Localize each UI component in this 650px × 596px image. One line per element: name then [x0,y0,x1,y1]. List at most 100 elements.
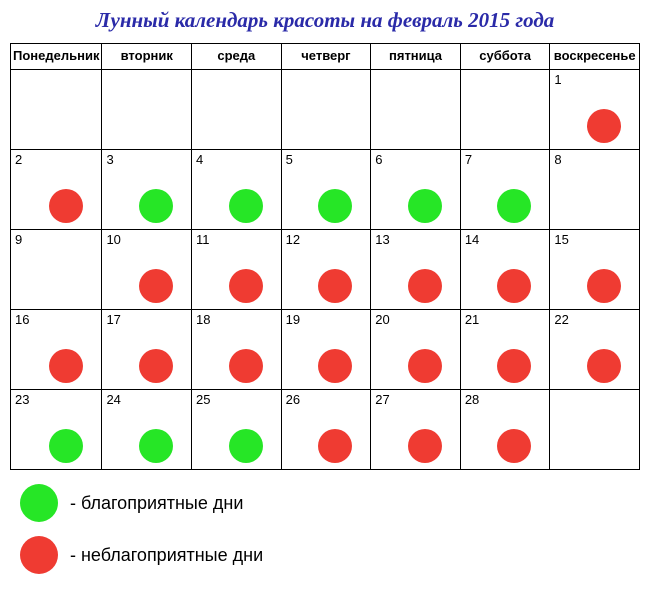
day-cell: 12 [282,230,372,310]
day-cell [461,70,551,150]
day-number: 10 [106,232,120,247]
day-cell: 18 [192,310,282,390]
day-cell: 25 [192,390,282,470]
day-cell: 8 [550,150,640,230]
weekday-header: четверг [282,44,372,70]
calendar-title: Лунный календарь красоты на февраль 2015… [10,8,640,33]
legend-label: - благоприятные дни [70,493,243,514]
day-cell: 11 [192,230,282,310]
day-number: 21 [465,312,479,327]
legend-item: - неблагоприятные дни [20,536,640,574]
day-cell: 3 [102,150,192,230]
bad-day-icon [139,269,173,303]
legend-item: - благоприятные дни [20,484,640,522]
day-number: 26 [286,392,300,407]
day-number: 13 [375,232,389,247]
bad-day-icon [497,269,531,303]
day-cell [550,390,640,470]
day-number: 8 [554,152,561,167]
day-cell: 19 [282,310,372,390]
day-cell: 21 [461,310,551,390]
weekday-header: воскресенье [550,44,640,70]
weekday-header: вторник [102,44,192,70]
day-cell: 28 [461,390,551,470]
day-number: 12 [286,232,300,247]
bad-day-icon [497,429,531,463]
day-cell [102,70,192,150]
day-cell: 7 [461,150,551,230]
weekday-header: среда [192,44,282,70]
day-cell: 6 [371,150,461,230]
day-number: 2 [15,152,22,167]
day-number: 25 [196,392,210,407]
day-number: 19 [286,312,300,327]
day-number: 22 [554,312,568,327]
day-number: 17 [106,312,120,327]
good-day-icon [318,189,352,223]
day-cell: 10 [102,230,192,310]
bad-day-icon [587,109,621,143]
day-cell [371,70,461,150]
bad-day-icon [318,429,352,463]
day-number: 16 [15,312,29,327]
bad-day-icon [20,536,58,574]
day-number: 15 [554,232,568,247]
bad-day-icon [408,349,442,383]
good-day-icon [229,189,263,223]
day-cell [282,70,372,150]
legend: - благоприятные дни - неблагоприятные дни [20,484,640,574]
day-cell [11,70,102,150]
weekday-header: Понедельник [11,44,102,70]
day-cell: 1 [550,70,640,150]
good-day-icon [408,189,442,223]
good-day-icon [139,429,173,463]
day-number: 9 [15,232,22,247]
day-number: 24 [106,392,120,407]
good-day-icon [49,429,83,463]
bad-day-icon [587,269,621,303]
day-number: 28 [465,392,479,407]
good-day-icon [497,189,531,223]
day-cell: 27 [371,390,461,470]
bad-day-icon [318,349,352,383]
weekday-header: суббота [461,44,551,70]
day-number: 27 [375,392,389,407]
day-number: 5 [286,152,293,167]
day-cell: 26 [282,390,372,470]
bad-day-icon [408,269,442,303]
day-cell: 15 [550,230,640,310]
day-cell: 22 [550,310,640,390]
day-cell: 16 [11,310,102,390]
day-cell: 14 [461,230,551,310]
day-cell: 2 [11,150,102,230]
day-number: 4 [196,152,203,167]
good-day-icon [139,189,173,223]
bad-day-icon [408,429,442,463]
calendar-grid: Понедельниквторниксредачетвергпятницасуб… [10,43,640,470]
day-number: 3 [106,152,113,167]
day-number: 18 [196,312,210,327]
bad-day-icon [587,349,621,383]
weekday-header: пятница [371,44,461,70]
day-number: 6 [375,152,382,167]
day-number: 14 [465,232,479,247]
bad-day-icon [49,349,83,383]
day-cell: 4 [192,150,282,230]
day-cell: 13 [371,230,461,310]
day-number: 20 [375,312,389,327]
day-number: 23 [15,392,29,407]
bad-day-icon [497,349,531,383]
bad-day-icon [229,349,263,383]
day-cell: 5 [282,150,372,230]
day-cell: 20 [371,310,461,390]
day-cell: 9 [11,230,102,310]
bad-day-icon [318,269,352,303]
day-number: 11 [196,232,210,247]
good-day-icon [20,484,58,522]
day-number: 1 [554,72,561,87]
day-cell: 23 [11,390,102,470]
bad-day-icon [139,349,173,383]
day-cell: 24 [102,390,192,470]
day-cell [192,70,282,150]
bad-day-icon [49,189,83,223]
